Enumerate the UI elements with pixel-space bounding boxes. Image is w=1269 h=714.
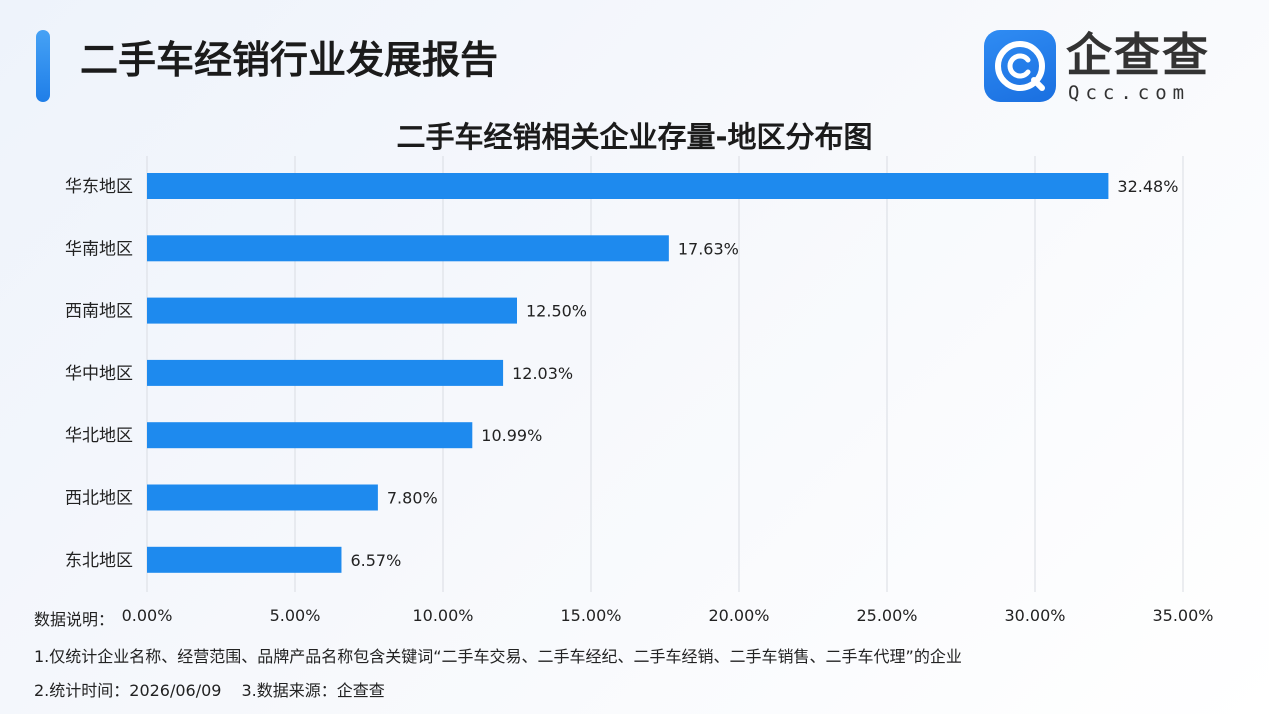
bar xyxy=(147,422,473,449)
category-label: 西南地区 xyxy=(65,302,133,322)
category-label: 华东地区 xyxy=(65,177,133,197)
brand-logo: 企查查 Qcc.com xyxy=(984,28,1224,104)
bar-layer xyxy=(147,173,1109,573)
label-layer: 0.00% 5.00% 10.00% 15.00% 20.00% 25.00% 30.00%… xyxy=(65,177,1214,625)
data-label: 12.03% xyxy=(512,364,573,383)
category-label: 华南地区 xyxy=(65,239,133,259)
data-label: 17.63% xyxy=(678,239,739,258)
note-line-2-3: 2.统计时间：2026/06/09 3.数据来源：企查查 xyxy=(34,677,385,701)
notes-heading: 数据说明： xyxy=(34,610,115,629)
x-tick-label: 5.00% xyxy=(270,606,321,625)
logo-name: 企查查 xyxy=(1066,28,1210,82)
category-label: 华中地区 xyxy=(65,364,133,384)
category-label: 西北地区 xyxy=(65,489,133,509)
bar xyxy=(147,359,504,386)
data-label: 7.80% xyxy=(387,489,438,508)
x-tick-label: 15.00% xyxy=(560,606,621,625)
data-label: 10.99% xyxy=(481,426,542,445)
data-label: 6.57% xyxy=(350,551,401,570)
note-line-2: 2.统计时间：2026/06/09 xyxy=(34,681,222,700)
x-tick-label: 10.00% xyxy=(412,606,473,625)
category-label: 华北地区 xyxy=(65,426,133,446)
x-tick-label: 35.00% xyxy=(1152,606,1213,625)
x-tick-label: 30.00% xyxy=(1004,606,1065,625)
title-accent-bar xyxy=(36,30,50,102)
data-label: 32.48% xyxy=(1117,177,1178,196)
data-label: 12.50% xyxy=(526,302,587,321)
logo-domain: Qcc.com xyxy=(1068,82,1191,104)
bar xyxy=(147,297,517,324)
category-label: 东北地区 xyxy=(65,551,133,571)
x-tick-label: 20.00% xyxy=(708,606,769,625)
bar xyxy=(147,546,342,573)
report-title: 二手车经销行业发展报告 xyxy=(80,38,499,82)
bar xyxy=(147,484,378,511)
note-line-1: 1.仅统计企业名称、经营范围、品牌产品名称包含关键词“二手车交易、二手车经纪、二… xyxy=(34,647,962,666)
x-tick-label: 0.00% xyxy=(122,606,173,625)
bar xyxy=(147,173,1109,199)
x-tick-label: 25.00% xyxy=(856,606,917,625)
chart-title: 二手车经销相关企业存量-地区分布图 xyxy=(396,120,873,154)
note-line-3: 3.数据来源：企查查 xyxy=(241,681,385,700)
bar xyxy=(147,235,669,262)
logo-badge-icon xyxy=(984,30,1056,102)
